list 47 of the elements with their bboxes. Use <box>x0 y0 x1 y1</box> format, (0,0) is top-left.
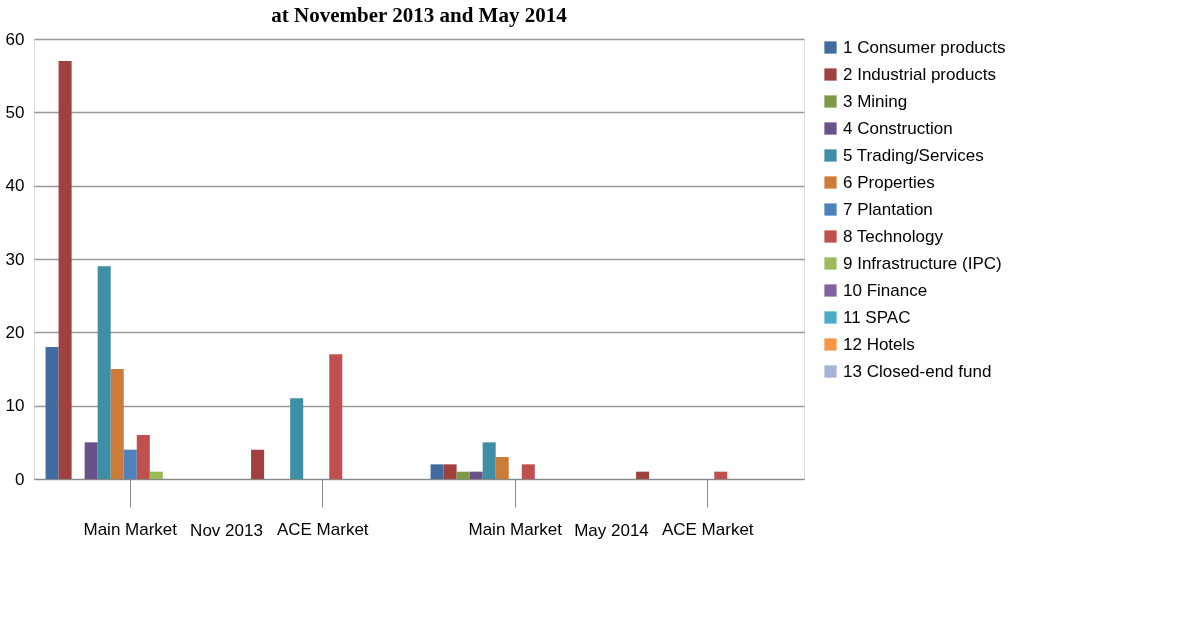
legend-label: 4 Construction <box>843 118 953 138</box>
y-tick-label: 20 <box>5 322 25 342</box>
legend-label: 10 Finance <box>843 280 928 300</box>
bar <box>149 471 163 479</box>
legend-label: 8 Technology <box>843 226 944 246</box>
legend-label: 7 Plantation <box>843 199 933 219</box>
y-tick-label: 30 <box>5 249 25 269</box>
bar <box>495 457 509 479</box>
x-tick-label: Main Market <box>83 519 178 539</box>
x-tick-label: Main Market <box>468 519 563 539</box>
y-tick-label: 0 <box>15 469 25 489</box>
bar <box>521 464 535 479</box>
bar <box>443 464 457 479</box>
legend-label: 9 Infrastructure (IPC) <box>843 253 1002 273</box>
bar <box>84 442 98 479</box>
bar <box>430 464 444 479</box>
x-tick-label: ACE Market <box>276 519 369 539</box>
bar <box>714 471 728 479</box>
legend-label: 1 Consumer products <box>843 37 1006 57</box>
text: Nov 2013 <box>190 521 263 540</box>
y-tick-label: 60 <box>5 29 25 49</box>
bar <box>136 435 150 479</box>
legend-label: 12 Hotels <box>843 334 915 354</box>
x-tick-label: ACE Market <box>661 519 754 539</box>
legend-label: 3 Mining <box>843 91 908 111</box>
chart-title: at November 2013 and May 2014 <box>271 3 568 27</box>
legend-label: 2 Industrial products <box>843 64 997 84</box>
bar <box>45 347 59 479</box>
text: May 2014 <box>574 521 649 540</box>
bar <box>456 471 470 479</box>
y-tick-label: 50 <box>5 102 25 122</box>
bar <box>469 471 483 479</box>
bar <box>290 398 304 479</box>
bar <box>123 449 137 479</box>
bar <box>636 471 650 479</box>
bar <box>482 442 496 479</box>
y-tick-label: 10 <box>5 396 25 416</box>
y-tick-label: 40 <box>5 176 25 196</box>
bar <box>329 354 343 479</box>
bar <box>110 369 124 479</box>
legend-label: 11 SPAC <box>843 307 911 327</box>
bar <box>251 449 265 479</box>
legend-label: 6 Properties <box>843 172 935 192</box>
bar <box>97 266 111 479</box>
legend-label: 13 Closed-end fund <box>843 361 992 381</box>
legend-label: 5 Trading/Services <box>843 145 984 165</box>
bar <box>58 61 72 479</box>
